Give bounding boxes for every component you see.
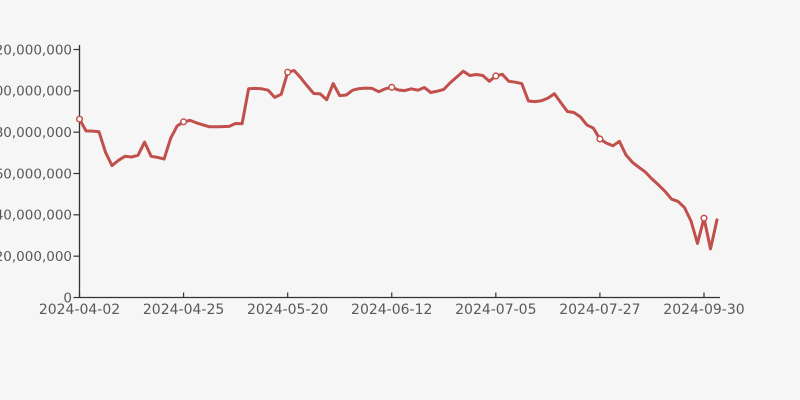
x-axis-tick-label: 2024-04-02 [39,302,120,318]
y-axis-tick-label: 100,000,000 [0,84,72,100]
y-axis-tick-label: 0 [63,290,72,306]
data-point-marker [492,72,500,80]
y-axis-tick-label: 20,000,000 [0,249,72,265]
data-point-marker [700,214,708,222]
data-point-marker [75,115,84,123]
y-axis-tick-label: 60,000,000 [0,166,72,182]
y-axis-tick-label: 40,000,000 [0,208,72,224]
data-point-marker [180,118,188,126]
y-axis-tick-label: 120,000,000 [0,42,72,58]
data-point-marker [284,68,292,76]
data-point-marker [596,135,604,143]
x-axis-tick-label: 2024-06-12 [351,302,432,318]
data-point-marker [388,83,396,91]
x-axis-tick-label: 2024-09-30 [663,302,744,318]
x-axis-tick-label: 2024-04-25 [143,302,224,318]
x-axis-tick-label: 2024-05-20 [247,302,328,318]
x-axis-tick-label: 2024-07-27 [559,302,640,318]
y-axis-tick-label: 80,000,000 [0,125,72,141]
x-axis-tick-label: 2024-07-05 [455,302,536,318]
